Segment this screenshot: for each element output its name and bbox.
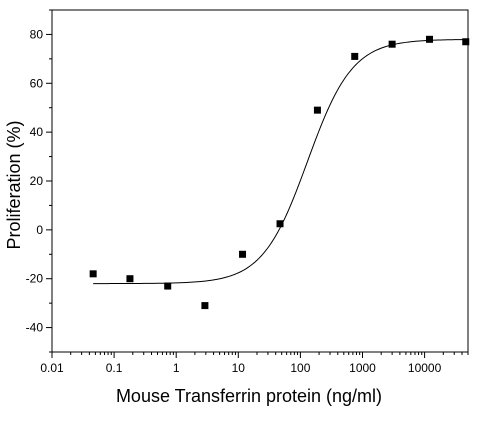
y-tick-label: 40 [30, 125, 44, 139]
data-point [351, 52, 359, 60]
y-tick-label: -40 [26, 321, 44, 335]
x-tick-label: 10000 [408, 361, 442, 375]
y-tick-label: 80 [30, 27, 44, 41]
plot-area [51, 9, 469, 353]
y-tick-label: -20 [26, 272, 44, 286]
data-point [313, 106, 321, 114]
data-point [164, 282, 172, 290]
fit-curve [93, 39, 466, 285]
data-point [89, 270, 97, 278]
x-tick-label: 100 [290, 361, 310, 375]
y-axis: -40 -20 0 20 40 60 80 [26, 9, 52, 353]
x-tick-label: 1 [173, 361, 180, 375]
data-point [388, 40, 396, 48]
y-tick-label: 60 [30, 76, 44, 90]
data-point [239, 250, 247, 258]
x-axis: 0.01 0.1 1 10 100 1000 10000 [40, 352, 469, 375]
x-axis-title: Mouse Transferrin protein (ng/ml) [116, 386, 382, 406]
y-axis-title: Proliferation (%) [4, 120, 24, 249]
y-tick-label: 0 [36, 223, 43, 237]
x-tick-label: 0.1 [106, 361, 123, 375]
y-tick-label: 20 [30, 174, 44, 188]
data-point [126, 275, 134, 283]
x-tick-label: 0.01 [40, 361, 64, 375]
data-point [201, 302, 209, 310]
x-tick-label: 1000 [349, 361, 376, 375]
data-point [462, 38, 470, 46]
data-point [276, 220, 284, 228]
x-tick-label: 10 [232, 361, 246, 375]
data-point [426, 35, 434, 43]
plot-frame [51, 9, 469, 353]
data-points [89, 35, 470, 310]
